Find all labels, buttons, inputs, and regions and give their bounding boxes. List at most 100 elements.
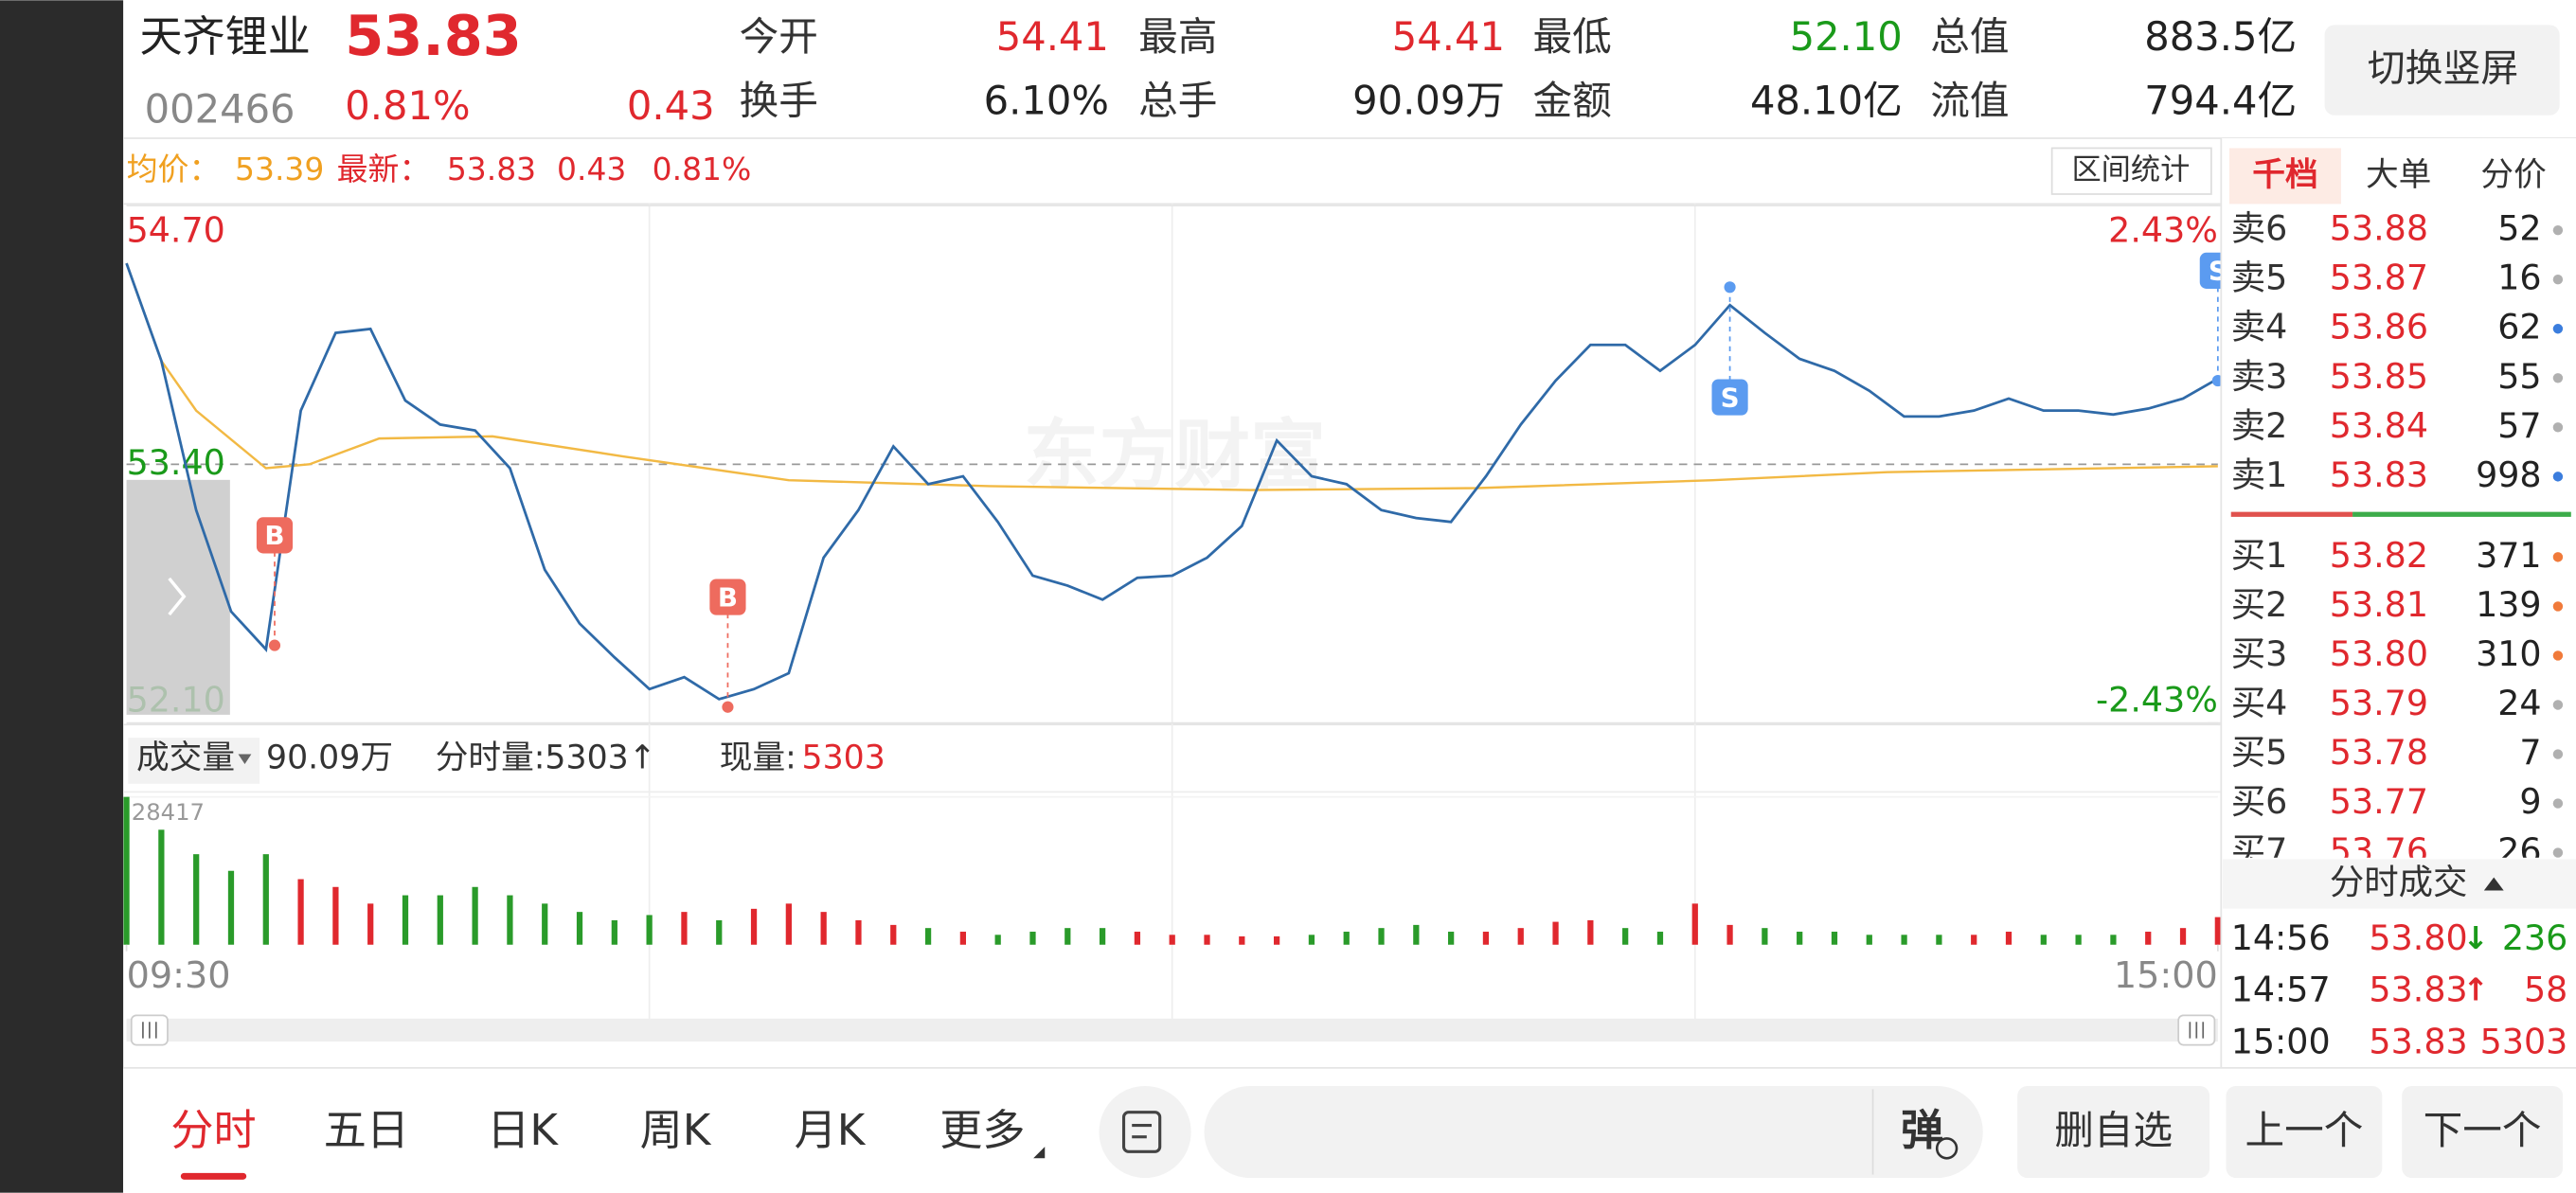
range-button[interactable]: [2050, 147, 2212, 195]
volume-bar: [1204, 935, 1210, 945]
volume-total: 90.09万: [266, 739, 393, 777]
book-volume: 371: [2476, 535, 2541, 576]
book-volume: 52: [2497, 208, 2541, 249]
period-tab: 更多: [939, 1105, 1025, 1155]
volume-bar: [2110, 935, 2117, 945]
volume-bar: [1971, 935, 1977, 945]
book-dot: [2552, 324, 2564, 334]
volume-bar: [1448, 932, 1455, 945]
volume-bar: [1587, 919, 1594, 945]
current-volume-label: 现量:: [720, 739, 796, 777]
period-volume: 分时量:5303↑: [436, 739, 656, 777]
volume-bar: [1134, 932, 1141, 945]
latest-change: 0.43: [557, 151, 626, 187]
volume-bar: [2075, 935, 2082, 945]
trade-marker: [1724, 281, 1736, 294]
trade-volume: 236: [2502, 917, 2568, 958]
trades-header[interactable]: [2223, 859, 2576, 909]
panel-tab: 千档: [2252, 156, 2317, 194]
period-tab: 月K: [795, 1105, 867, 1155]
volume-bar: [1413, 924, 1420, 945]
trade-time: 14:57: [2231, 970, 2331, 1010]
chevron-icon: [168, 577, 187, 616]
volume-bar: [297, 879, 304, 945]
trade-marker: [722, 701, 734, 713]
stat-label: 最低: [1532, 13, 1611, 60]
volume-bar: [1622, 928, 1629, 945]
volume-bar: [1517, 928, 1524, 945]
book-price: 53.84: [2330, 405, 2428, 446]
stat-value: 90.09万: [1352, 78, 1505, 124]
volume-bar: [2179, 928, 2187, 945]
volume-bar: [123, 796, 130, 945]
trades-title: 分时成交: [2330, 862, 2468, 902]
volume-bar: [1273, 935, 1280, 945]
book-dot: [2552, 601, 2564, 612]
book-price: 53.87: [2330, 258, 2428, 298]
volume-bar: [1378, 928, 1385, 945]
action-button[interactable]: [2017, 1085, 2210, 1179]
action-button[interactable]: [2402, 1085, 2564, 1179]
action-button[interactable]: [2226, 1085, 2383, 1179]
book-level: 买1: [2231, 535, 2288, 576]
book-price: 53.88: [2330, 208, 2428, 249]
collapse-panel[interactable]: [126, 479, 230, 715]
volume-bar: [262, 854, 269, 945]
stat-label: 最高: [1138, 13, 1217, 60]
book-dot: [2552, 275, 2564, 285]
book-volume: 55: [2497, 356, 2541, 397]
book-volume: 57: [2497, 405, 2541, 446]
action-button-label: 下一个: [2424, 1107, 2542, 1153]
volume-selector[interactable]: [128, 738, 260, 784]
latest-value: 53.83: [447, 151, 536, 187]
trade-time: 15:00: [2231, 1021, 2331, 1061]
trade-time: 14:56: [2231, 917, 2331, 958]
volume-bar: [785, 903, 792, 945]
volume-bar: [1866, 935, 1872, 945]
orientation-button[interactable]: [2324, 25, 2560, 116]
book-level: 卖3: [2231, 356, 2288, 397]
volume-bar: [681, 912, 688, 945]
x-tick-label: 09:30: [127, 954, 231, 996]
volume-bar: [2040, 935, 2047, 945]
stat-value: 883.5亿: [2144, 13, 2297, 60]
action-button-label: 删自选: [2054, 1107, 2173, 1153]
volume-bar: [2005, 932, 2012, 945]
volume-bar: [1552, 921, 1559, 945]
book-level: 买3: [2231, 633, 2288, 674]
book-level: 卖5: [2231, 258, 2288, 298]
volume-bar: [1691, 903, 1698, 945]
stat-value: 52.10: [1790, 13, 1903, 60]
sort-icon: [2483, 877, 2504, 891]
marker-badge: [709, 579, 746, 615]
marker-badge: [256, 517, 294, 554]
book-price: 53.85: [2330, 356, 2428, 397]
volume-bar: [890, 924, 897, 945]
book-volume: 139: [2476, 584, 2541, 625]
book-volume: 7: [2519, 732, 2541, 773]
volume-bar: [2214, 917, 2221, 945]
scrollbar[interactable]: [126, 1018, 2218, 1042]
trade-volume: 58: [2524, 970, 2567, 1010]
panel-tab: 分价: [2480, 156, 2546, 194]
stat-value: 6.10%: [984, 78, 1109, 124]
volume-bar: [2145, 932, 2152, 945]
volume-bar: [542, 903, 548, 945]
volume-bar: [611, 919, 617, 945]
book-level: 买5: [2231, 732, 2288, 773]
volume-bar: [820, 912, 827, 945]
trade-price: 53.80: [2369, 917, 2467, 958]
comment-input[interactable]: [1204, 1085, 1983, 1179]
latest-label: 最新：: [337, 151, 431, 187]
trade-price: 53.83: [2369, 1021, 2467, 1061]
stat-label: 换手: [740, 78, 818, 124]
y-tick-label: 53.40: [127, 442, 225, 483]
tab-highlight: [2228, 148, 2341, 205]
panel-tab: 大单: [2366, 156, 2431, 194]
note-button[interactable]: [1099, 1085, 1191, 1179]
volume-bar: [855, 919, 862, 945]
stat-label: 总值: [1930, 13, 2009, 60]
volume-bar: [507, 895, 513, 945]
book-volume: 9: [2519, 781, 2541, 822]
